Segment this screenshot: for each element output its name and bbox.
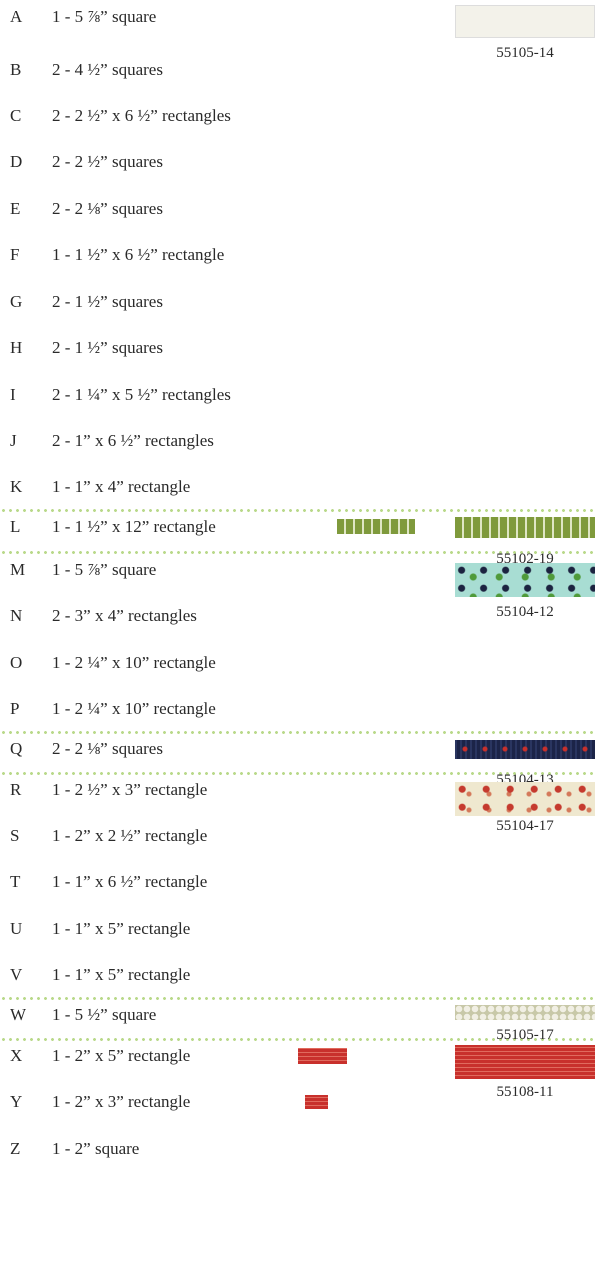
row-letter: B (10, 60, 22, 79)
row-letter: X (10, 1046, 23, 1065)
row-text: 1 - 1” x 5” rectangle (52, 965, 191, 984)
row-letter: Q (10, 739, 23, 758)
row-text: 2 - 1” x 6 ½” rectangles (52, 431, 214, 450)
inline-swatch (305, 1095, 328, 1109)
row-text: 2 - 2 ⅛” squares (52, 199, 163, 218)
row-letter: O (10, 653, 23, 672)
row-text: 1 - 2” x 5” rectangle (52, 1046, 191, 1065)
fabric-code: 55104-17 (496, 818, 554, 834)
row-text: 1 - 1” x 6 ½” rectangle (52, 872, 208, 891)
fabric-swatch (455, 5, 595, 38)
row-letter: L (10, 517, 21, 536)
row-text: 2 - 1 ¼” x 5 ½” rectangles (52, 385, 231, 404)
fabric-code: 55108-11 (496, 1084, 554, 1100)
row-text: 2 - 1 ½” squares (52, 292, 163, 311)
row-letter: K (10, 477, 23, 496)
row-text: 1 - 2” square (52, 1139, 140, 1158)
row-letter: W (10, 1005, 27, 1024)
row-text: 1 - 2” x 3” rectangle (52, 1092, 191, 1111)
row-letter: R (10, 780, 22, 799)
row-letter: Z (10, 1139, 21, 1158)
dotted-separator (0, 731, 595, 734)
row-letter: V (10, 965, 23, 984)
row-text: 1 - 2 ¼” x 10” rectangle (52, 699, 216, 718)
row-letter: P (10, 699, 20, 718)
row-text: 2 - 4 ½” squares (52, 60, 163, 79)
row-letter: G (10, 292, 23, 311)
row-letter: N (10, 606, 23, 625)
row-text: 1 - 1 ½” x 6 ½” rectangle (52, 245, 225, 264)
row-letter: J (10, 431, 17, 450)
row-letter: U (10, 919, 23, 938)
fabric-swatch (455, 517, 595, 538)
fabric-swatch (455, 1045, 595, 1079)
fabric-swatch (455, 740, 595, 759)
fabric-swatch (455, 782, 595, 816)
fabric-swatch (455, 1005, 595, 1020)
row-letter: F (10, 245, 20, 264)
row-letter: A (10, 7, 23, 26)
dotted-separator (0, 551, 595, 554)
row-text: 1 - 2 ¼” x 10” rectangle (52, 653, 216, 672)
row-text: 1 - 5 ⅞” square (52, 560, 157, 579)
row-text: 2 - 2 ⅛” squares (52, 739, 163, 758)
row-text: 1 - 5 ⅞” square (52, 7, 157, 26)
dotted-separator (0, 997, 595, 1000)
row-text: 1 - 1” x 5” rectangle (52, 919, 191, 938)
dotted-separator (0, 509, 595, 512)
row-text: 2 - 2 ½” x 6 ½” rectangles (52, 106, 231, 125)
row-text: 1 - 5 ½” square (52, 1005, 157, 1024)
fabric-code: 55105-17 (496, 1027, 554, 1043)
fabric-code: 55105-14 (496, 45, 554, 61)
dotted-separator (0, 1038, 595, 1041)
row-letter: M (10, 560, 26, 579)
inline-swatch (298, 1048, 347, 1064)
dotted-separator (0, 772, 595, 775)
row-letter: H (10, 338, 23, 357)
row-text: 2 - 1 ½” squares (52, 338, 163, 357)
row-letter: Y (10, 1092, 23, 1111)
row-letter: D (10, 152, 23, 171)
row-text: 2 - 2 ½” squares (52, 152, 163, 171)
row-letter: I (10, 385, 16, 404)
fabric-code: 55104-12 (496, 604, 554, 620)
row-letter: C (10, 106, 22, 125)
row-text: 2 - 3” x 4” rectangles (52, 606, 197, 625)
row-letter: E (10, 199, 21, 218)
fabric-swatch (455, 563, 595, 597)
row-text: 1 - 2 ½” x 3” rectangle (52, 780, 208, 799)
row-text: 1 - 1” x 4” rectangle (52, 477, 191, 496)
row-text: 1 - 1 ½” x 12” rectangle (52, 517, 216, 536)
row-letter: S (10, 826, 20, 845)
inline-swatch (337, 519, 415, 534)
row-text: 1 - 2” x 2 ½” rectangle (52, 826, 208, 845)
row-letter: T (10, 872, 21, 891)
